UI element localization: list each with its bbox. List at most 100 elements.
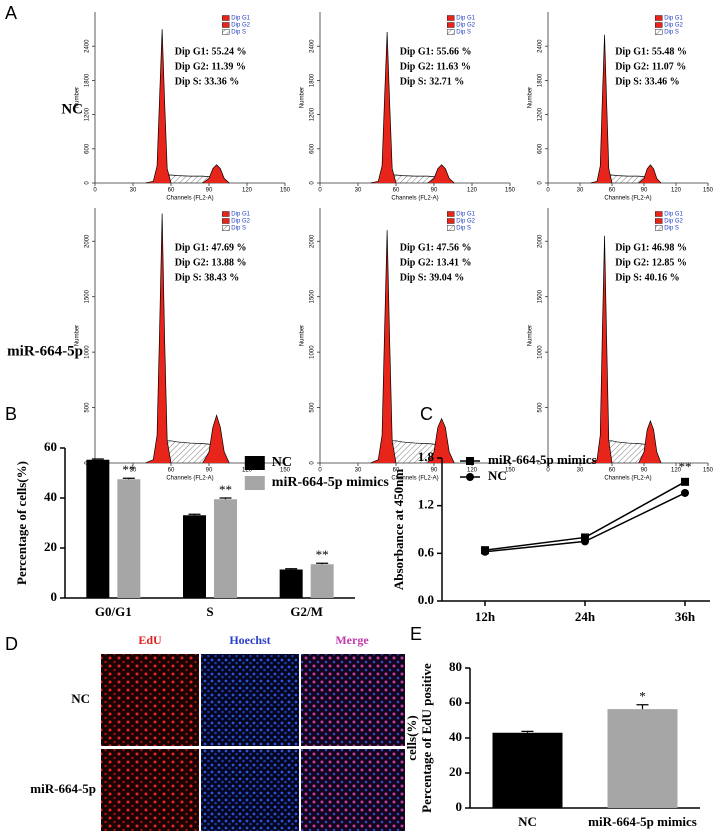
legend-label: Dip G2: [456, 23, 475, 29]
y-tick-label: 0: [310, 461, 316, 465]
y-tick-label: 1800: [538, 73, 544, 87]
panel-a: A NC miR-664-5p: [5, 3, 83, 360]
annotation: Dip S: 40.16 %: [615, 272, 679, 283]
annotation: Dip G2: 11.63 %: [400, 61, 471, 72]
significance-mark: *: [639, 689, 646, 704]
y-tick-label: 500: [85, 402, 91, 413]
column-label: Merge: [335, 633, 369, 647]
histogram-area: [427, 417, 455, 464]
error-bar: [521, 730, 534, 733]
row-label: miR-664-5p: [30, 781, 96, 796]
error-bar: [285, 568, 298, 570]
legend-marker: [466, 473, 474, 481]
y-tick-label: 0: [310, 181, 316, 185]
x-tick-label: 120: [242, 188, 253, 194]
y-tick-label: 1000: [310, 345, 316, 359]
x-tick-label: 150: [703, 468, 713, 474]
annotation: Dip G2: 12.85 %: [615, 257, 687, 268]
micrograph: [101, 654, 199, 746]
y-tick-label: 600: [85, 143, 91, 154]
legend-swatch: [222, 15, 230, 21]
annotation: Dip G1: 47.69 %: [175, 242, 247, 253]
y-tick-label: 1800: [85, 73, 91, 87]
bar: [310, 564, 334, 598]
x-tick-label: 60: [168, 188, 175, 194]
x-tick-label: 150: [280, 468, 291, 474]
histogram-area: [370, 31, 397, 184]
legend-label: Dip G1: [456, 212, 475, 218]
y-tick-label: 0: [538, 181, 544, 185]
x-axis-label: Channels (FL2-A): [604, 196, 651, 202]
significance-mark: **: [679, 459, 692, 474]
legend-swatch: [655, 211, 663, 217]
x-tick-label: 120: [671, 468, 682, 474]
y-tick-label: 500: [310, 402, 316, 413]
y-tick-label: 2000: [310, 234, 316, 248]
y-tick-label: 80: [449, 659, 462, 674]
legend-label: Dip G2: [231, 23, 250, 29]
y-tick-label: 1200: [310, 107, 316, 121]
y-tick-label: 1200: [85, 107, 91, 121]
y-tick-label: 40: [44, 489, 57, 504]
micrograph: [301, 749, 405, 831]
y-tick-label: 0.0: [418, 592, 434, 607]
legend-swatch: [655, 15, 663, 21]
x-tick-label: 0: [93, 188, 97, 194]
significance-mark: **: [219, 482, 232, 497]
error-bar: [91, 458, 104, 460]
bar: [492, 732, 563, 808]
y-tick-label: 2000: [85, 234, 91, 248]
legend-label: miR-664-5p mimics: [488, 452, 597, 467]
annotation: Dip G2: 11.07 %: [615, 61, 686, 72]
y-tick-label: 1500: [310, 289, 316, 303]
bar: [214, 499, 237, 598]
histogram-area: [590, 235, 613, 464]
x-tick-label: 150: [505, 188, 516, 194]
legend-swatch: [222, 22, 230, 28]
x-tick-label: 0: [546, 188, 550, 194]
panel-d: D EdU Hoechst Merge NC miR-664-5p: [5, 633, 405, 831]
x-tick-label: 30: [355, 468, 362, 474]
annotation: Dip G2: 11.39 %: [175, 61, 246, 72]
y-tick-label: 2000: [538, 234, 544, 248]
x-tick-label: 30: [577, 468, 584, 474]
legend-swatch: [447, 211, 455, 217]
bar: [86, 459, 110, 598]
y-axis-label: Number: [75, 325, 81, 346]
y-axis-label: Number: [300, 325, 306, 346]
legend-label: Dip G2: [231, 219, 250, 225]
legend-swatch: [222, 225, 230, 231]
bar: [183, 515, 206, 598]
y-tick-label: 600: [310, 143, 316, 154]
x-tick-label: 90: [206, 188, 213, 194]
x-tick-label: G2/M: [290, 604, 323, 619]
y-tick-label: 60: [449, 694, 462, 709]
x-tick-label: NC: [518, 814, 537, 829]
micrograph: [301, 654, 405, 746]
legend-swatch: [222, 218, 230, 224]
x-tick-label: 36h: [675, 609, 696, 624]
panel-label: D: [5, 634, 18, 654]
legend-swatch: [244, 476, 265, 490]
bar: [117, 479, 141, 598]
bar: [279, 569, 303, 598]
x-tick-label: 0: [546, 468, 550, 474]
legend-label: Dip S: [664, 226, 679, 232]
panel-label: C: [420, 404, 433, 424]
y-tick-label: 600: [538, 143, 544, 154]
y-axis-label: Absorbance at 450nm: [391, 469, 406, 591]
y-tick-label: 2400: [538, 39, 544, 53]
annotation: Dip G2: 13.88 %: [175, 257, 247, 268]
bar: [607, 709, 678, 808]
y-tick-label: 1800: [310, 73, 316, 87]
y-tick-label: 2400: [85, 39, 91, 53]
x-tick-label: 150: [280, 188, 291, 194]
legend-swatch: [222, 211, 230, 217]
histogram-area: [370, 230, 397, 464]
annotation: Dip G2: 13.41 %: [400, 257, 472, 268]
x-tick-label: 0: [318, 188, 322, 194]
histogram-area: [638, 419, 662, 464]
y-axis-label: Number: [300, 87, 306, 108]
panel-label: B: [5, 404, 17, 424]
